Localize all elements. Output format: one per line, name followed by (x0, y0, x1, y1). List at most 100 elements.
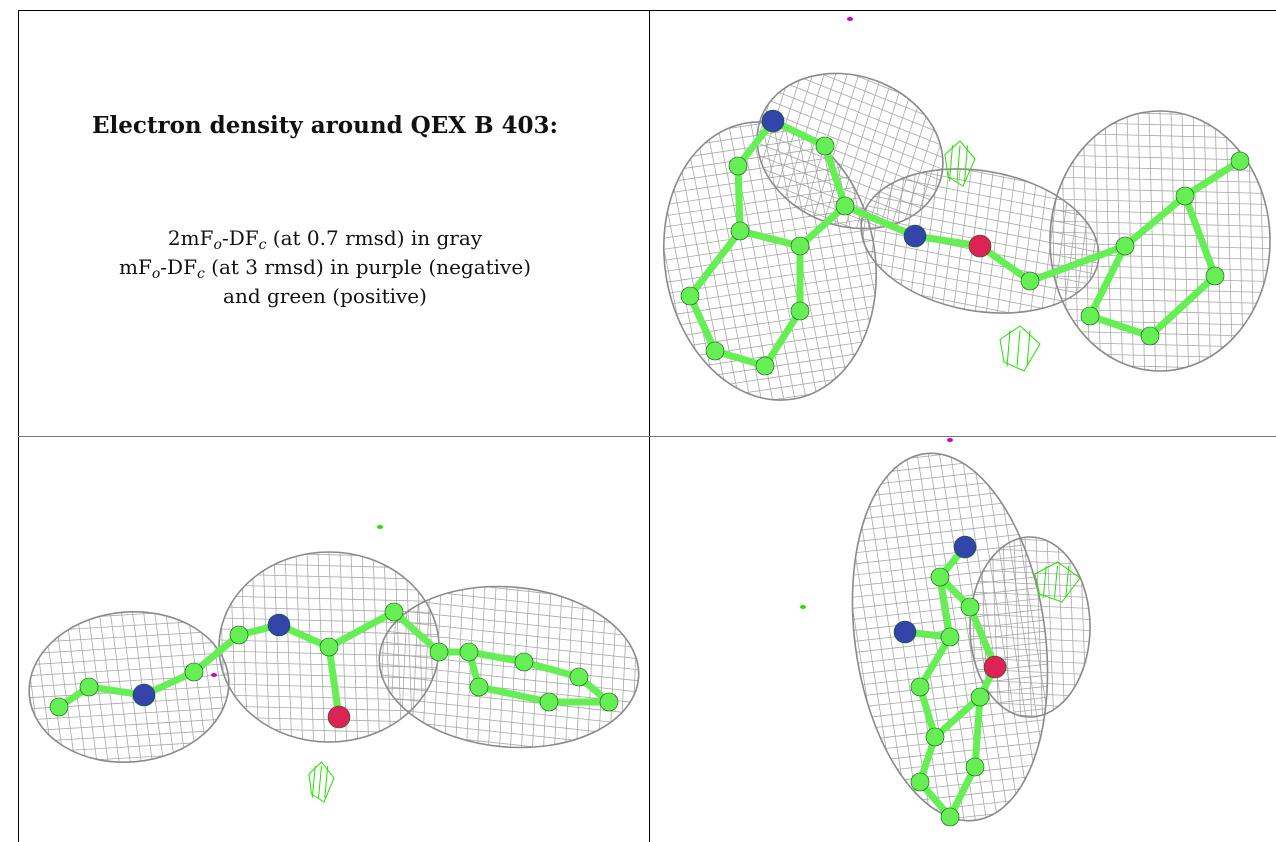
density-speck (211, 673, 217, 677)
bond (390, 608, 443, 656)
density-mesh-outline (662, 121, 878, 401)
bond (821, 142, 849, 210)
bond (1086, 312, 1154, 340)
density-view-bottom-right (650, 437, 1276, 842)
nitrogen-atom (953, 535, 977, 559)
bond (936, 573, 954, 641)
bond (796, 202, 849, 250)
carbon-atom (960, 597, 980, 617)
nitrogen-atom (893, 620, 917, 644)
density-mesh-outline (851, 452, 1049, 822)
bond (1181, 192, 1219, 280)
density-mesh-outline (28, 610, 230, 764)
bond (325, 608, 398, 651)
carbon-atom (970, 687, 990, 707)
molecule-render-2 (22, 525, 646, 803)
carbon-atom (184, 662, 204, 682)
carbon-atom (1140, 326, 1160, 346)
bond (190, 631, 243, 676)
density-view-top-right (650, 11, 1276, 436)
carbon-atom (940, 807, 960, 827)
bond (971, 693, 984, 771)
oxygen-atom (968, 234, 992, 258)
table-top-rule (18, 10, 1276, 11)
carbon-atom (680, 286, 700, 306)
carbon-atom (384, 602, 404, 622)
bond (761, 307, 804, 370)
density-mesh-outline (1049, 110, 1271, 372)
caption-body: 2mFo-DFc (at 0.7 rmsd) in gray mFo-DFc (… (20, 224, 630, 311)
bond (931, 693, 984, 741)
nitrogen-atom (761, 109, 785, 133)
bond (916, 633, 954, 691)
carbon-atom (790, 236, 810, 256)
density-speck (800, 605, 806, 609)
carbon-atom (925, 727, 945, 747)
bond (1086, 242, 1129, 320)
table-left-rule (18, 10, 19, 842)
carbon-atom (930, 567, 950, 587)
carbon-atom (599, 692, 619, 712)
bond (1181, 157, 1244, 200)
carbon-atom (705, 341, 725, 361)
carbon-atom (49, 697, 69, 717)
carbon-atom (965, 757, 985, 777)
table-middle-rule (18, 436, 1276, 437)
carbon-atom (1020, 271, 1040, 291)
legend-line-positive: and green (positive) (223, 284, 427, 308)
bond (1121, 192, 1189, 250)
positive-difference-density (999, 325, 1041, 372)
molecule-render-1 (650, 17, 1271, 417)
caption-title: Electron density around QEX B 403: (91, 112, 559, 139)
carbon-atom (1205, 266, 1225, 286)
molecule-render-3 (800, 438, 1091, 833)
positive-difference-density (944, 140, 976, 187)
bond (841, 202, 919, 240)
nitrogen-atom (267, 613, 291, 637)
density-mesh-blob (22, 603, 236, 770)
carbon-atom (728, 156, 748, 176)
bond (686, 292, 719, 355)
oxygen-atom (327, 705, 351, 729)
carbon-atom (790, 301, 810, 321)
legend-line-fofc: mFo-DFc (at 3 rmsd) in purple (negative) (119, 255, 531, 282)
table-center-rule (649, 10, 650, 842)
carbon-atom (469, 677, 489, 697)
bond (1146, 272, 1219, 340)
bond (1026, 242, 1129, 285)
carbon-atom (940, 627, 960, 647)
nitrogen-atom (132, 683, 156, 707)
carbon-atom (835, 196, 855, 216)
carbon-atom (539, 692, 559, 712)
nitrogen-atom (903, 224, 927, 248)
positive-difference-density (308, 761, 335, 803)
carbon-atom (429, 642, 449, 662)
bond (520, 658, 583, 681)
carbon-atom (910, 677, 930, 697)
positive-difference-density (1034, 561, 1081, 603)
bond (475, 683, 553, 706)
caption-cell: Electron density around QEX B 403: 2mFo-… (20, 20, 630, 430)
bond (465, 648, 528, 666)
oxygen-atom (983, 655, 1007, 679)
carbon-atom (910, 772, 930, 792)
carbon-atom (459, 642, 479, 662)
bond (734, 162, 744, 235)
bond (686, 227, 744, 300)
carbon-atom (229, 625, 249, 645)
density-mesh-outline (756, 72, 944, 230)
carbon-atom (755, 356, 775, 376)
bond (325, 643, 343, 721)
bond (736, 227, 804, 250)
carbon-atom (569, 667, 589, 687)
carbon-atom (514, 652, 534, 672)
carbon-atom (730, 221, 750, 241)
density-speck (847, 17, 853, 21)
carbon-atom (319, 637, 339, 657)
bond (946, 763, 979, 821)
density-mesh-outline (969, 536, 1091, 718)
carbon-atom (1230, 151, 1250, 171)
carbon-atom (815, 136, 835, 156)
density-speck (947, 438, 953, 442)
carbon-atom (79, 677, 99, 697)
